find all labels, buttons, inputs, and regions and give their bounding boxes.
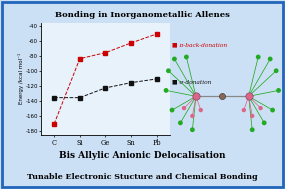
Text: ■ π-back-donation: ■ π-back-donation	[172, 43, 227, 48]
Point	[182, 107, 186, 110]
Point	[246, 95, 251, 98]
Point	[220, 95, 225, 98]
Text: Bis Allylic Anionic Delocalisation: Bis Allylic Anionic Delocalisation	[59, 151, 226, 160]
Point	[172, 57, 177, 60]
Point	[270, 108, 275, 112]
Point	[190, 115, 195, 118]
Point	[164, 89, 168, 92]
Point	[274, 69, 278, 72]
Point	[178, 121, 183, 124]
Text: Tunable Electronic Stucture and Chemical Bonding: Tunable Electronic Stucture and Chemical…	[27, 173, 258, 181]
Point	[198, 108, 203, 112]
Point	[250, 115, 255, 118]
Point	[258, 107, 263, 110]
Point	[190, 128, 195, 131]
Point	[250, 128, 255, 131]
Point	[166, 69, 171, 72]
Point	[256, 56, 260, 59]
Point	[184, 56, 189, 59]
Point	[242, 108, 246, 112]
Point	[276, 89, 281, 92]
Text: ■ σ-donation: ■ σ-donation	[172, 80, 212, 85]
Point	[170, 108, 174, 112]
Point	[262, 121, 266, 124]
Point	[194, 95, 198, 98]
Point	[268, 57, 272, 60]
Text: Bonding in Inorganometallic Allenes: Bonding in Inorganometallic Allenes	[55, 11, 230, 19]
Y-axis label: Energy /kcal mol⁻¹: Energy /kcal mol⁻¹	[18, 53, 24, 105]
